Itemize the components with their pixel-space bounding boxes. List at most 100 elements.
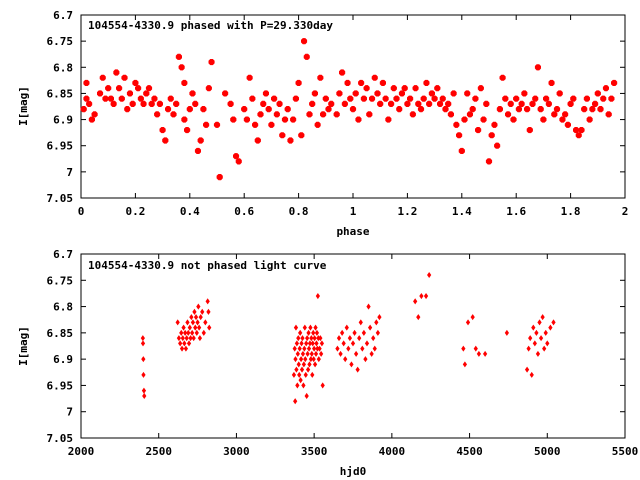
phased-data-point [165,106,172,113]
unphased-data-point [182,340,187,347]
phased-data-point [170,111,177,118]
phased-data-point [260,100,267,107]
unphased-data-point [300,335,305,342]
unphased-data-point [185,319,190,326]
unphased-data-point [308,356,313,363]
phased-y-tick-label: 7.05 [47,192,74,205]
unphased-data-point [461,345,466,352]
unphased-data-point [353,350,359,357]
unphased-data-point [195,319,200,326]
unphased-x-tick-label: 3000 [223,445,250,458]
phased-data-point [385,116,392,123]
phased-data-point [298,132,305,139]
unphased-data-point [296,361,301,368]
unphased-x-tick-label: 4000 [379,445,406,458]
phased-data-point [328,100,335,107]
unphased-data-point [297,345,302,352]
phased-data-point [515,106,523,113]
phased-data-point [173,100,180,107]
unphased-data-point [537,319,542,326]
phased-data-point [341,100,348,107]
unphased-data-point [293,356,298,363]
unphased-data-point [300,350,306,357]
unphased-data-point [203,319,208,326]
phased-x-tick-label: 1.2 [397,205,417,218]
phased-data-point [137,95,144,102]
unphased-data-point [183,345,189,352]
unphased-data-point [310,340,315,347]
phased-data-point [371,74,378,81]
phased-data-point [472,95,479,102]
unphased-data-point [295,350,300,357]
phased-data-point [548,79,555,86]
unphased-data-point [190,319,196,326]
unphased-data-point [462,361,468,368]
unphased-data-point [298,329,303,336]
unphased-data-point [314,329,320,336]
phased-data-point [311,90,319,97]
phased-data-point [610,79,618,86]
phased-data-point [608,95,615,102]
phased-data-point [586,116,593,123]
phased-data-point [600,95,607,102]
unphased-plot-frame [80,253,626,439]
unphased-data-point [308,324,313,331]
phased-data-point [572,127,580,134]
unphased-data-point [309,335,314,342]
phased-data-point [268,121,275,128]
unphased-data-point [319,340,325,347]
phased-data-point [83,95,90,102]
unphased-data-point [338,350,343,357]
phased-data-point [597,106,604,113]
unphased-data-point [303,356,308,363]
phased-data-point [366,111,373,118]
phased-data-point [175,53,182,60]
phased-data-point [412,85,419,92]
unphased-data-point [377,314,382,321]
phased-data-point [347,95,354,102]
phased-data-point [189,90,196,97]
phased-data-point [314,121,321,128]
phased-data-point [197,137,204,144]
unphased-data-point [301,361,307,368]
unphased-data-point [299,340,304,347]
phased-data-point [352,90,359,97]
unphased-data-point [206,308,211,315]
phased-data-point [145,85,153,92]
phased-x-tick-label: 1 [350,205,357,218]
unphased-data-point [304,340,309,347]
unphased-data-point [191,335,196,342]
unphased-data-point [551,319,556,326]
unphased-data-point [318,335,323,342]
phased-data-point [230,116,237,123]
unphased-data-point [141,387,147,394]
phased-data-point [420,95,427,102]
unphased-data-point [482,350,488,357]
phased-data-point [154,111,161,118]
phased-data-point [265,106,272,113]
unphased-data-point [305,335,310,342]
phased-data-point [97,90,104,97]
phased-data-point [88,116,95,123]
unphased-data-point [207,324,212,331]
unphased-data-point [312,361,318,368]
phased-data-point [404,100,411,107]
phased-data-point [270,95,278,102]
phased-data-point [559,116,566,123]
phased-data-point [241,106,248,113]
unphased-data-point [372,345,377,352]
phased-data-point [496,106,504,113]
phased-data-point [570,95,577,102]
phased-data-point [246,74,253,81]
phased-data-point [252,121,259,128]
phased-data-point [235,158,242,165]
unphased-data-point [298,377,303,384]
unphased-axis-ticks: 2000 2500 3000 3500 4000 4500 5000 5500 6.7 6.75 6… [47,248,639,458]
phased-data-point [181,79,188,86]
unphased-data-point [302,345,307,352]
unphased-x-tick-label: 3500 [301,445,328,458]
unphased-data-point [305,350,310,357]
phased-data-point [178,64,185,71]
phased-data-point [295,79,302,86]
unphased-data-point [200,308,205,315]
